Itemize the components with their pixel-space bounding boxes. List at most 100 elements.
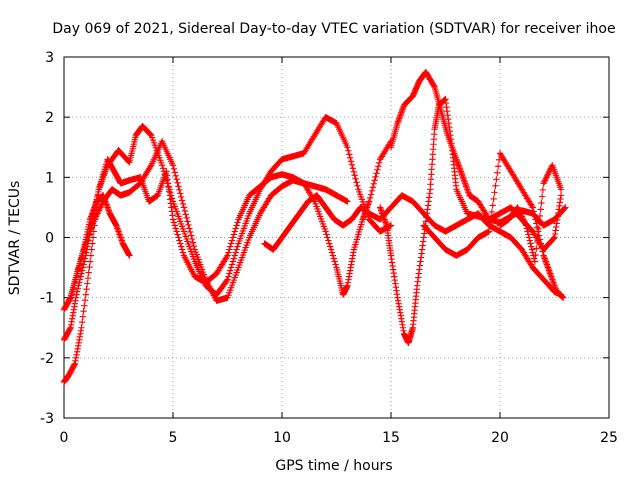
data-point <box>167 192 175 199</box>
data-point <box>227 240 235 247</box>
data-point <box>187 228 194 236</box>
data-point <box>351 172 358 179</box>
data-point <box>96 205 103 213</box>
y-tick-label: 2 <box>45 110 54 126</box>
data-point <box>227 243 234 250</box>
data-point <box>74 285 82 292</box>
data-point <box>518 213 525 220</box>
data-point <box>146 130 153 137</box>
data-point <box>174 179 181 187</box>
data-point <box>166 186 173 193</box>
data-point <box>178 246 186 253</box>
data-point <box>372 173 379 181</box>
data-point <box>370 180 377 188</box>
data-point <box>539 248 546 255</box>
y-tick-label: 0 <box>45 231 54 247</box>
data-point <box>348 161 356 168</box>
data-point <box>184 218 191 225</box>
data-point <box>323 231 330 238</box>
data-point <box>79 313 87 320</box>
data-point <box>165 183 172 190</box>
data-point <box>533 220 540 227</box>
data-point <box>487 215 495 222</box>
data-point <box>125 158 132 165</box>
data-point <box>494 163 502 170</box>
data-point <box>223 277 230 285</box>
data-point <box>545 169 552 177</box>
data-point <box>86 258 94 265</box>
data-point <box>330 255 337 262</box>
data-point <box>84 280 91 287</box>
data-point <box>533 238 541 246</box>
data-point <box>537 240 545 247</box>
data-point <box>160 168 168 175</box>
y-tick-label: -3 <box>40 411 54 427</box>
data-point <box>175 234 182 241</box>
data-point <box>177 243 185 250</box>
data-point <box>147 163 154 171</box>
data-point <box>527 240 534 247</box>
data-point <box>329 252 337 259</box>
data-point <box>528 246 536 253</box>
data-point <box>516 208 523 216</box>
data-point <box>531 258 539 265</box>
data-point <box>97 202 105 210</box>
data-point <box>147 131 154 138</box>
data-point <box>367 191 375 198</box>
data-point <box>521 219 528 226</box>
data-point <box>227 267 234 274</box>
y-tick-label: 3 <box>45 50 54 66</box>
data-point <box>561 205 568 212</box>
data-point <box>172 225 179 232</box>
data-point <box>234 243 241 250</box>
data-point <box>326 240 333 247</box>
series-track-D <box>67 192 133 301</box>
data-point <box>81 296 89 304</box>
data-point <box>520 216 527 223</box>
x-tick-label: 10 <box>273 430 291 446</box>
data-point <box>344 144 351 151</box>
data-point <box>528 243 535 250</box>
data-point <box>515 207 523 214</box>
data-point <box>536 219 543 226</box>
data-point <box>534 232 541 239</box>
chart-title: Day 069 of 2021, Sidereal Day-to-day VTE… <box>52 21 615 37</box>
data-point <box>232 225 239 232</box>
data-point <box>175 183 182 190</box>
data-point <box>180 204 188 211</box>
data-point <box>161 171 169 178</box>
data-point <box>543 174 550 181</box>
data-point <box>233 222 240 229</box>
data-point <box>374 166 381 174</box>
data-point <box>514 205 522 213</box>
data-point <box>80 261 87 268</box>
data-point <box>523 225 531 232</box>
data-point <box>224 252 231 259</box>
x-tick-label: 15 <box>382 430 400 446</box>
data-point <box>538 199 545 207</box>
data-point <box>366 198 373 205</box>
data-point <box>345 147 352 154</box>
data-point <box>324 234 331 241</box>
data-point <box>171 169 179 176</box>
data-point <box>223 253 230 261</box>
data-point <box>486 221 494 229</box>
data-point <box>80 308 87 315</box>
data-point <box>97 204 104 211</box>
data-point <box>231 228 238 235</box>
data-point <box>537 206 544 213</box>
data-point <box>81 302 88 309</box>
data-point <box>525 231 532 238</box>
data-point <box>540 180 547 187</box>
data-point <box>557 186 565 193</box>
data-point <box>491 189 498 196</box>
series-track-B <box>60 113 395 343</box>
data-point <box>517 210 524 217</box>
data-point <box>126 252 133 259</box>
data-point <box>232 249 239 256</box>
data-point <box>485 228 493 235</box>
data-point <box>181 207 189 215</box>
data-point <box>371 177 378 184</box>
data-point <box>536 212 544 220</box>
